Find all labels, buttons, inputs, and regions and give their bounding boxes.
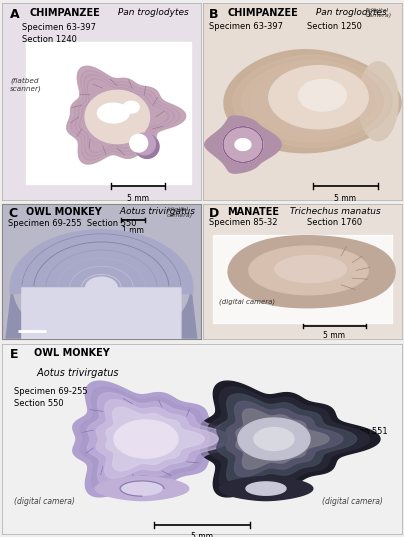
Text: (digital camera): (digital camera)	[322, 497, 383, 506]
Polygon shape	[269, 66, 368, 129]
Polygon shape	[73, 72, 177, 158]
Polygon shape	[79, 78, 169, 153]
Polygon shape	[299, 79, 346, 111]
Polygon shape	[358, 62, 398, 141]
Polygon shape	[22, 277, 181, 346]
Polygon shape	[96, 400, 218, 478]
Polygon shape	[133, 133, 156, 155]
Polygon shape	[233, 55, 392, 147]
Polygon shape	[80, 387, 242, 491]
Text: C: C	[8, 207, 17, 221]
Polygon shape	[250, 66, 375, 137]
Text: Pan troglodytes: Pan troglodytes	[313, 8, 386, 17]
Polygon shape	[106, 407, 204, 471]
Polygon shape	[238, 418, 310, 460]
Polygon shape	[226, 401, 343, 477]
Text: OWL MONKEY: OWL MONKEY	[34, 349, 110, 358]
Polygon shape	[67, 67, 185, 164]
Text: E: E	[10, 349, 19, 361]
Polygon shape	[10, 230, 193, 294]
Text: D: D	[209, 207, 219, 221]
Polygon shape	[205, 116, 281, 173]
Polygon shape	[219, 476, 313, 500]
Text: Section 1250: Section 1250	[307, 23, 362, 31]
Text: (flatbed
scanner): (flatbed scanner)	[10, 77, 42, 92]
Text: Specimen 69-255: Specimen 69-255	[14, 387, 88, 396]
Polygon shape	[254, 427, 294, 451]
Text: 5 mm: 5 mm	[191, 532, 213, 537]
Polygon shape	[135, 135, 159, 158]
Text: Specimen 69-255  Section 550: Specimen 69-255 Section 550	[8, 219, 137, 228]
Polygon shape	[223, 127, 263, 162]
Polygon shape	[236, 409, 329, 469]
Polygon shape	[235, 139, 251, 150]
Polygon shape	[223, 127, 263, 162]
Polygon shape	[223, 127, 263, 162]
Text: Pan troglodytes: Pan troglodytes	[115, 8, 189, 17]
Polygon shape	[223, 127, 263, 162]
Polygon shape	[77, 76, 172, 155]
Bar	[26, 42, 191, 184]
Polygon shape	[97, 103, 129, 123]
Text: A: A	[10, 8, 20, 20]
Polygon shape	[75, 75, 175, 156]
Polygon shape	[246, 482, 286, 495]
Text: Specimen 63-397: Specimen 63-397	[22, 24, 96, 32]
Text: B: B	[209, 8, 219, 20]
Text: (digital camera): (digital camera)	[14, 497, 75, 506]
Polygon shape	[201, 381, 380, 497]
Polygon shape	[130, 134, 147, 152]
Polygon shape	[114, 420, 178, 458]
Polygon shape	[71, 70, 180, 160]
Text: (digital
camera): (digital camera)	[167, 207, 193, 218]
Text: MANATEE: MANATEE	[227, 207, 279, 217]
Text: Section 1760: Section 1760	[307, 218, 362, 227]
Polygon shape	[123, 101, 139, 113]
Polygon shape	[228, 236, 395, 308]
Text: (digital
camera): (digital camera)	[366, 8, 392, 18]
Polygon shape	[242, 60, 383, 142]
Text: Aotus trivirgatus: Aotus trivirgatus	[34, 367, 118, 378]
Text: CHIMPANZEE: CHIMPANZEE	[227, 8, 298, 18]
Polygon shape	[95, 476, 189, 500]
Text: Section 551: Section 551	[338, 426, 387, 436]
Polygon shape	[6, 288, 197, 353]
Polygon shape	[85, 90, 149, 143]
Text: Section 550: Section 550	[14, 399, 64, 408]
Polygon shape	[67, 67, 185, 164]
Text: Trichechus manatus: Trichechus manatus	[287, 207, 381, 216]
Polygon shape	[208, 387, 369, 491]
Polygon shape	[217, 394, 357, 484]
Polygon shape	[87, 393, 231, 485]
Polygon shape	[122, 482, 162, 495]
Polygon shape	[275, 256, 346, 282]
Polygon shape	[223, 127, 263, 162]
Text: CHIMPANZEE: CHIMPANZEE	[30, 8, 101, 18]
Text: OWL MONKEY: OWL MONKEY	[26, 207, 102, 217]
Text: Section 1240: Section 1240	[22, 35, 77, 44]
Text: 5 mm: 5 mm	[323, 331, 345, 340]
Polygon shape	[224, 50, 401, 153]
Text: 1 mm: 1 mm	[122, 226, 144, 235]
Polygon shape	[73, 381, 252, 497]
Polygon shape	[69, 68, 183, 162]
Text: 5 mm: 5 mm	[335, 194, 356, 203]
Polygon shape	[223, 127, 263, 162]
Bar	[213, 235, 392, 323]
Polygon shape	[81, 81, 166, 151]
Text: Aotus trivirgatus: Aotus trivirgatus	[117, 207, 195, 216]
Text: (digital camera): (digital camera)	[219, 299, 275, 306]
Polygon shape	[249, 246, 368, 295]
Polygon shape	[2, 339, 201, 346]
Text: Specimen 85-32: Specimen 85-32	[209, 218, 278, 227]
Text: 5 mm: 5 mm	[127, 194, 149, 203]
Text: Specimen 63-397: Specimen 63-397	[209, 23, 283, 31]
Polygon shape	[223, 127, 263, 162]
